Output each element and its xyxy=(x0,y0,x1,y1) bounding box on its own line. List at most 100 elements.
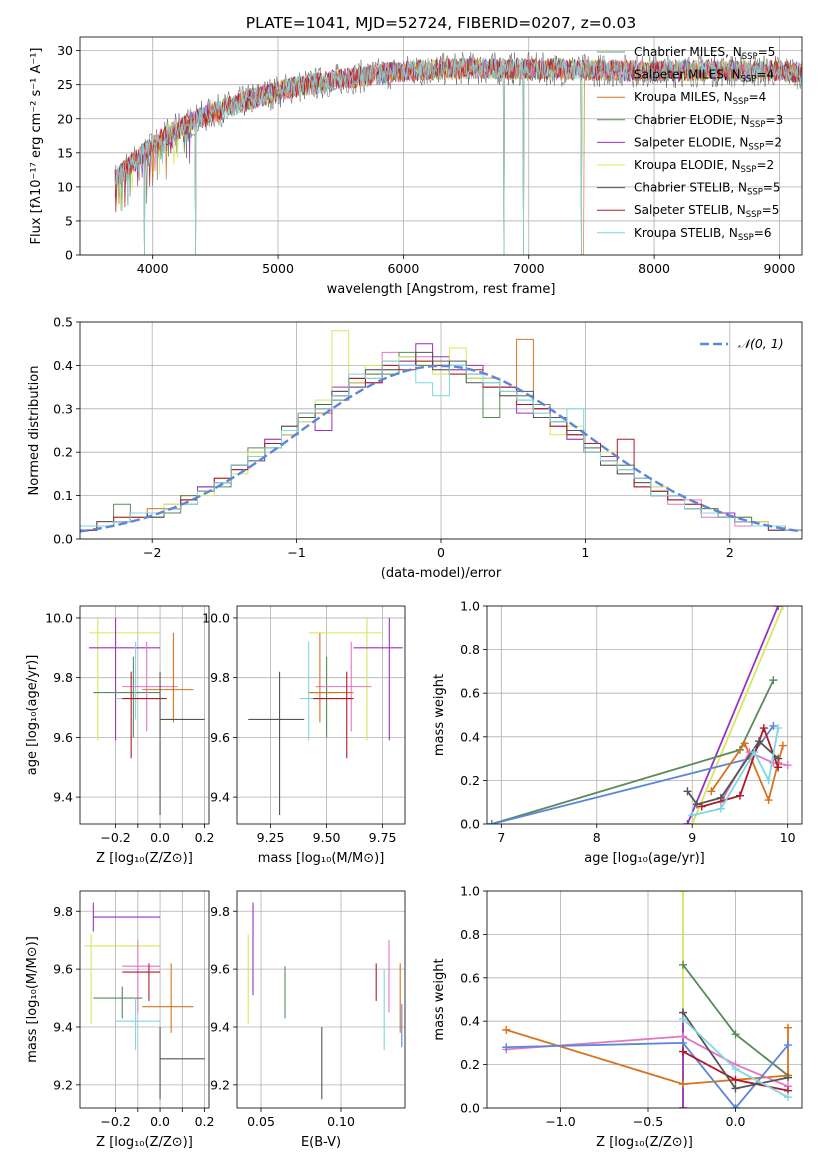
y-axis-label: Normed distribution xyxy=(27,366,42,496)
weight-line-kroupa_miles xyxy=(506,1027,789,1086)
plot-area xyxy=(88,617,205,816)
y-tick-label: 0.2 xyxy=(460,1057,480,1072)
legend-subscript: SSP xyxy=(742,52,758,62)
weight-marker-chabrier_stelib xyxy=(693,800,701,809)
plot-area xyxy=(502,891,792,1108)
plot-area xyxy=(247,902,403,1100)
axes-frame xyxy=(236,605,406,825)
legend-tail: =2 xyxy=(756,158,774,172)
x-axis-label: Z [log₁₀(Z/Z⊙)] xyxy=(96,851,193,866)
y-tick-label: 0.0 xyxy=(460,817,480,832)
weight-line-normal_dash xyxy=(491,725,775,824)
x-axis-label: Z [log₁₀(Z/Z⊙)] xyxy=(596,1135,693,1150)
grid xyxy=(80,606,209,824)
grid xyxy=(80,321,802,540)
chart-title: PLATE=1041, MJD=52724, FIBERID=0207, z=0… xyxy=(246,14,636,32)
weight-marker-salpeter_elodie xyxy=(774,606,783,610)
axes-residuals: −2 −1 0 1 2 0.0 0.1 0.2 0.3 0.4 0.5 (data-model)/er… xyxy=(27,315,803,581)
x-tick-label: 0.05 xyxy=(247,1114,275,1129)
y-tick-label: 9.8 xyxy=(210,904,230,919)
y-tick-label: 0.4 xyxy=(460,729,480,744)
legend-label: Chabrier ELODIE, NSSP=3 xyxy=(634,113,783,130)
x-tick-label: 7000 xyxy=(513,261,545,276)
y-tick-label: 0.0 xyxy=(53,532,73,547)
weight-marker-kroupa_stelib xyxy=(679,1015,687,1024)
y-tick-label: 9.6 xyxy=(53,730,73,745)
weight-marker-kroupa_stelib xyxy=(688,811,697,820)
x-tick-label: 5000 xyxy=(262,261,294,276)
weight-marker-kroupa_miles xyxy=(778,741,787,750)
grid xyxy=(80,891,209,1108)
y-tick-label: 10.0 xyxy=(202,610,230,625)
weight-marker-salpeter_elodie xyxy=(683,820,692,824)
legend-label: Salpeter MILES, NSSP=4 xyxy=(634,68,774,85)
x-axis-label: mass [log₁₀(M/M⊙)] xyxy=(258,851,385,866)
y-tick-label: 5 xyxy=(65,213,73,228)
axes-frame xyxy=(79,605,210,825)
normal-curve xyxy=(80,364,802,533)
weight-marker-kroupa_elodie xyxy=(679,891,687,895)
x-tick-label: 0.0 xyxy=(726,1114,746,1129)
weight-marker-normal_dash xyxy=(679,1038,687,1047)
y-tick-label: 0.5 xyxy=(53,315,73,330)
weight-marker-salpeter_stelib xyxy=(679,1047,687,1056)
x-tick-label: 0.10 xyxy=(327,1114,355,1129)
weight-marker-normal_dash xyxy=(502,1043,511,1052)
y-tick-label: 25 xyxy=(57,77,73,92)
weight-marker-chabrier_elodie xyxy=(769,676,778,685)
weight-marker-kroupa_elodie xyxy=(688,820,697,824)
legend-subscript: SSP xyxy=(750,120,766,130)
legend-subscript: SSP xyxy=(747,188,763,198)
spectrum-line-chabrier_stelib xyxy=(114,52,802,255)
x-tick-label: −2 xyxy=(143,545,161,560)
axes-frame xyxy=(486,605,803,825)
weight-marker-kroupa_elodie xyxy=(778,606,787,610)
y-tick-label: 9.4 xyxy=(53,1019,73,1034)
x-tick-label: −0.5 xyxy=(633,1114,663,1129)
weight-line-salpeter_elodie xyxy=(686,606,779,824)
y-tick-label: 0.6 xyxy=(460,686,480,701)
spectrum-line-kroupa_stelib xyxy=(114,56,802,255)
weight-marker-salpeter_stelib xyxy=(759,724,768,733)
y-tick-label: 10 xyxy=(57,179,73,194)
legend-label: Chabrier STELIB, NSSP=5 xyxy=(634,181,781,198)
weight-marker-chabrier_stelib xyxy=(774,754,783,763)
weight-marker-chabrier_stelib xyxy=(755,737,764,746)
weight-marker-chabrier_elodie xyxy=(731,1030,740,1039)
y-axis-label: mass [log₁₀(M/M⊙)] xyxy=(25,936,40,1063)
y-tick-label: 0.2 xyxy=(460,773,480,788)
y-tick-label: 0.3 xyxy=(53,401,73,416)
y-tick-label: 30 xyxy=(57,43,73,58)
x-axis-label: (data-model)/error xyxy=(381,566,502,581)
weight-marker-kroupa_stelib xyxy=(750,748,759,757)
y-tick-label: 0.8 xyxy=(460,642,480,657)
legend-tail: =5 xyxy=(758,45,776,59)
y-tick-label: 9.6 xyxy=(210,730,230,745)
plot-area xyxy=(84,902,205,1100)
axes-age_vs_Z: −0.2 0.0 0.2 9.4 9.6 9.8 10.0 Z [log₁₀(Z/Z⊙)] ag… xyxy=(25,605,214,866)
axes-age_vs_mass: 9.25 9.50 9.75 9.4 9.6 9.8 10.0 mass [log₁₀(M/M… xyxy=(202,605,406,866)
y-axis-label: mass weight xyxy=(432,958,447,1040)
grid xyxy=(237,891,405,1108)
weight-marker-kroupa_miles xyxy=(764,796,773,805)
x-tick-label: 4000 xyxy=(137,261,169,276)
legend-label: Salpeter ELODIE, NSSP=2 xyxy=(634,135,782,152)
y-axis-label: Flux [fλ10⁻¹⁷ erg cm⁻² s⁻¹ A⁻¹] xyxy=(29,48,44,245)
x-axis-label: wavelength [Angstrom, rest frame] xyxy=(327,282,556,297)
x-tick-label: 2 xyxy=(726,545,734,560)
y-tick-label: 0.0 xyxy=(460,1101,480,1116)
y-axis-label: age [log₁₀(age/yr)] xyxy=(25,655,40,776)
x-tick-label: 0.0 xyxy=(150,1114,170,1129)
x-tick-label: 9.75 xyxy=(369,830,397,845)
x-tick-label: 0.0 xyxy=(150,830,170,845)
legend-label: Kroupa STELIB, NSSP=6 xyxy=(634,226,772,243)
weight-line-chabrier_elodie xyxy=(491,679,775,824)
x-tick-label: 7 xyxy=(497,830,505,845)
y-tick-label: 1.0 xyxy=(460,599,480,614)
y-tick-label: 9.6 xyxy=(53,962,73,977)
legend-subscript: SSP xyxy=(746,210,762,220)
legend-tail: =3 xyxy=(766,113,784,127)
y-tick-label: 9.4 xyxy=(210,790,230,805)
weight-marker-normal_dash xyxy=(487,820,496,824)
